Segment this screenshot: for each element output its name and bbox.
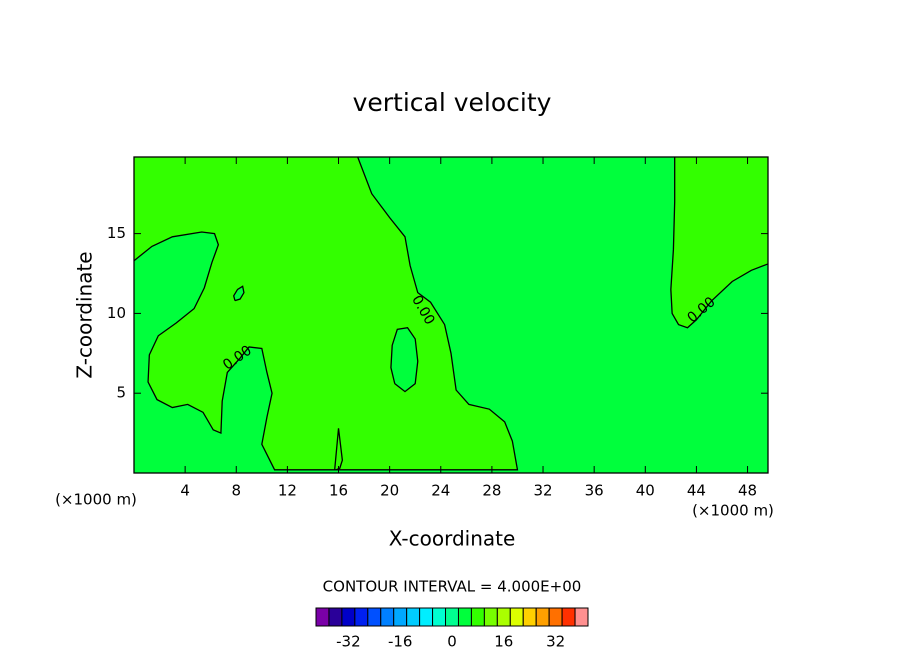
colorbar-box	[496, 607, 511, 627]
colorbar-box	[406, 607, 421, 627]
colorbar-tick-label: -32	[336, 633, 361, 651]
x-tick-label: 12	[278, 482, 297, 500]
x-tick-label: 32	[533, 482, 552, 500]
colorbar-box	[328, 607, 343, 627]
x-tick-label: 24	[431, 482, 450, 500]
x-tick-label: 28	[482, 482, 501, 500]
chart-title: vertical velocity	[353, 88, 552, 117]
contour-line	[233, 285, 245, 302]
colorbar-box	[574, 607, 589, 627]
colorbar-box	[380, 607, 395, 627]
x-axis-label: X-coordinate	[389, 527, 516, 551]
contour-line	[390, 327, 419, 393]
contour-region	[670, 157, 768, 328]
colorbar-tick-label: 0	[447, 633, 457, 651]
contour-line	[133, 156, 519, 471]
x-tick-label: 16	[329, 482, 348, 500]
colorbar-tick-label: -16	[388, 633, 413, 651]
x-tick-label: 20	[380, 482, 399, 500]
unit-label: (×1000 m)	[55, 491, 137, 509]
colorbar-box	[432, 607, 447, 627]
colorbar-box	[419, 607, 434, 627]
colorbar-box	[509, 607, 524, 627]
y-tick-label: 10	[107, 304, 126, 322]
colorbar-box	[522, 607, 537, 627]
y-tick-label: 15	[107, 224, 126, 242]
y-tick-label: 5	[116, 384, 126, 402]
colorbar-box	[483, 607, 498, 627]
colorbar-box	[354, 607, 369, 627]
x-tick-label: 44	[687, 482, 706, 500]
colorbar-tick-label: 32	[546, 633, 565, 651]
contour-region	[233, 286, 244, 301]
x-tick-label: 40	[636, 482, 655, 500]
unit-label: (×1000 m)	[692, 502, 774, 520]
contour-interval: CONTOUR INTERVAL = 4.000E+00	[323, 578, 582, 596]
x-tick-label: 8	[231, 482, 241, 500]
contour-line	[670, 157, 769, 329]
contour-region	[390, 327, 418, 392]
colorbar-box	[393, 607, 408, 627]
colorbar-box	[548, 607, 563, 627]
contour-region	[134, 157, 518, 470]
y-axis-label: Z-coordinate	[73, 251, 97, 378]
x-tick-label: 36	[585, 482, 604, 500]
plot-frame	[133, 156, 769, 474]
colorbar-box	[535, 607, 550, 627]
x-tick-label: 48	[738, 482, 757, 500]
colorbar-box	[445, 607, 459, 627]
colorbar-box	[341, 607, 356, 627]
contour-line	[334, 428, 344, 471]
colorbar-box	[315, 607, 330, 627]
contour-region	[334, 428, 343, 470]
colorbar-tick-label: 16	[494, 633, 513, 651]
x-tick-label: 4	[180, 482, 190, 500]
colorbar-box	[561, 607, 576, 627]
colorbar-box	[457, 607, 472, 627]
colorbar-box	[470, 607, 485, 627]
colorbar-box	[367, 607, 382, 627]
